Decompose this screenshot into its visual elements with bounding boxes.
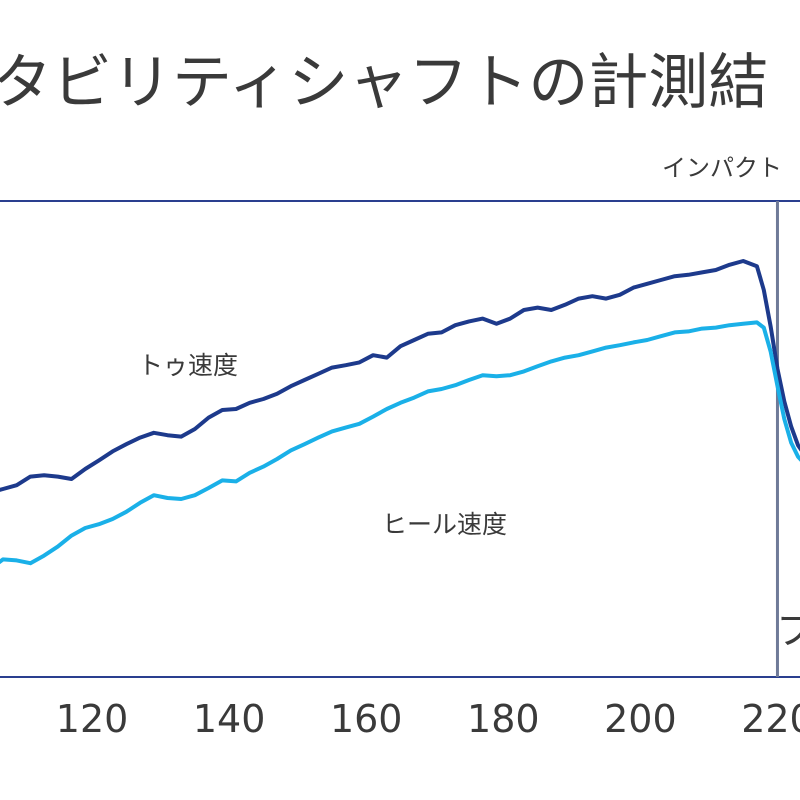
clipped-label: フ	[776, 609, 800, 653]
x-tick-layer: 120 140 160 180 200 220	[56, 697, 800, 741]
series-label-toe: トゥ速度	[138, 351, 238, 380]
series-line-heel	[0, 320, 800, 566]
series-label-heel: ヒール速度	[382, 510, 507, 539]
chart-title: タビリティシャフトの計測結	[0, 48, 768, 118]
x-tick-label: 220	[741, 697, 800, 741]
series-line-toe	[0, 259, 800, 492]
x-tick-label: 180	[467, 697, 540, 741]
x-tick-label: 200	[604, 697, 677, 741]
x-tick-label: 140	[193, 697, 266, 741]
series-layer	[0, 259, 800, 566]
x-tick-label: 120	[56, 697, 129, 741]
x-tick-label: 160	[330, 697, 403, 741]
impact-label: インパクト	[662, 154, 782, 182]
